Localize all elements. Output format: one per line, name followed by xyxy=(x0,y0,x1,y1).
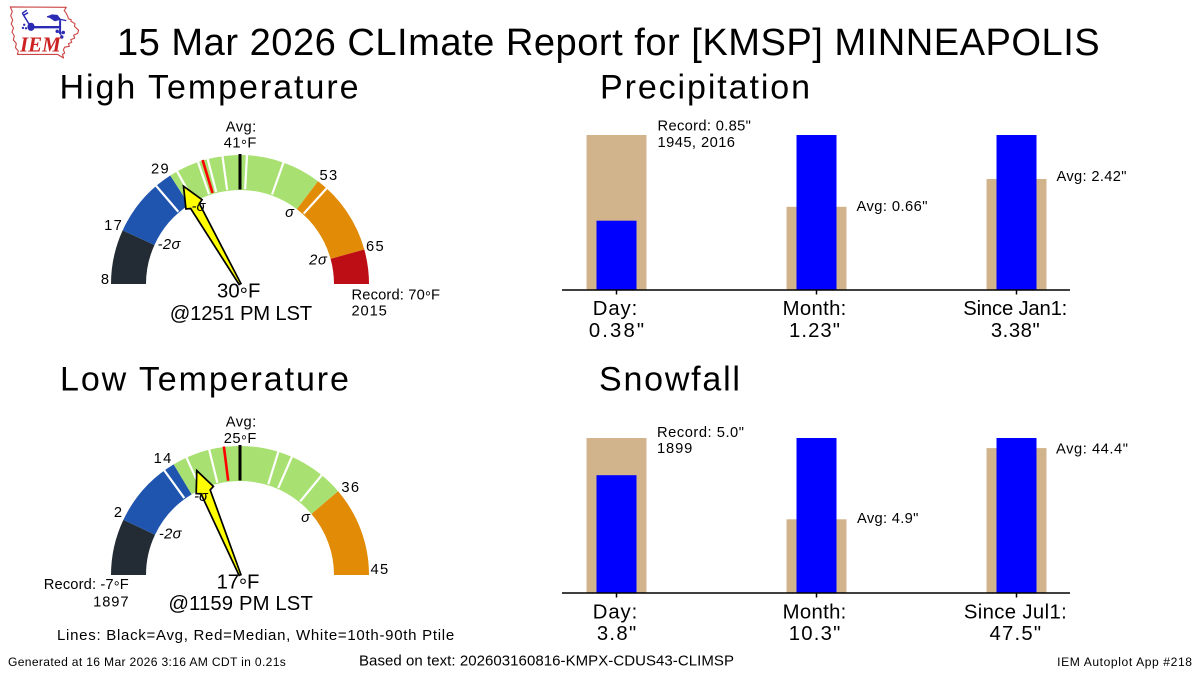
svg-text:1899: 1899 xyxy=(657,441,693,457)
svg-text:Low Temperature: Low Temperature xyxy=(60,361,351,399)
svg-text:-2σ: -2σ xyxy=(158,237,182,253)
svg-text:Based on text: 202603160816-KM: Based on text: 202603160816-KMPX-CDUS43-… xyxy=(359,653,734,670)
svg-text:17: 17 xyxy=(104,218,123,234)
svg-text:Record: 0.85": Record: 0.85" xyxy=(658,119,752,135)
svg-text:High Temperature: High Temperature xyxy=(60,69,361,107)
svg-text:2σ: 2σ xyxy=(308,253,328,269)
svg-text:Since Jan1:: Since Jan1: xyxy=(963,298,1067,320)
svg-text:Avg:: Avg: xyxy=(226,414,257,430)
svg-text:Month:: Month: xyxy=(783,601,847,623)
svg-text:@1159 PM LST: @1159 PM LST xyxy=(168,593,313,615)
svg-text:Avg: 44.4": Avg: 44.4" xyxy=(1056,441,1129,457)
svg-text:IEM Autoplot App #218: IEM Autoplot App #218 xyxy=(1057,655,1192,669)
svg-text:0.38": 0.38" xyxy=(589,320,646,342)
svg-text:65: 65 xyxy=(366,239,385,255)
svg-text:3.38": 3.38" xyxy=(991,320,1040,342)
svg-text:Lines: Black=Avg, Red=Median,: Lines: Black=Avg, Red=Median, White=10th… xyxy=(57,627,455,644)
svg-text:@1251 PM LST: @1251 PM LST xyxy=(170,303,312,325)
svg-text:1897: 1897 xyxy=(93,595,129,611)
svg-text:10.3": 10.3" xyxy=(789,623,842,645)
svg-text:15 Mar 2026 CLImate Report for: 15 Mar 2026 CLImate Report for [KMSP] MI… xyxy=(117,22,1100,64)
svg-text:45: 45 xyxy=(370,562,389,578)
svg-text:σ: σ xyxy=(301,510,311,526)
svg-text:Record: 5.0": Record: 5.0" xyxy=(657,425,745,441)
svg-text:Avg: 0.66": Avg: 0.66" xyxy=(857,199,928,215)
svg-text:25°F: 25°F xyxy=(224,431,257,449)
svg-text:Record: 70°F: Record: 70°F xyxy=(352,287,441,305)
svg-text:Snowfall: Snowfall xyxy=(599,361,742,399)
svg-text:47.5": 47.5" xyxy=(990,623,1043,645)
svg-text:Avg: 2.42": Avg: 2.42" xyxy=(1057,169,1127,185)
svg-text:3.8": 3.8" xyxy=(597,623,638,645)
svg-text:-σ: -σ xyxy=(194,489,209,505)
svg-text:Since Jul1:: Since Jul1: xyxy=(964,601,1067,623)
svg-text:Avg: 4.9": Avg: 4.9" xyxy=(857,511,919,527)
svg-text:14: 14 xyxy=(154,451,173,467)
svg-text:1945, 2016: 1945, 2016 xyxy=(658,135,736,151)
svg-text:σ: σ xyxy=(285,205,295,221)
svg-text:1.23": 1.23" xyxy=(789,320,841,342)
svg-text:2015: 2015 xyxy=(352,303,388,319)
svg-text:36: 36 xyxy=(341,480,360,496)
svg-text:Day:: Day: xyxy=(593,298,638,320)
svg-text:Generated at 16 Mar 2026 3:16: Generated at 16 Mar 2026 3:16 AM CDT in … xyxy=(8,655,286,669)
svg-text:2: 2 xyxy=(114,505,122,521)
svg-text:41°F: 41°F xyxy=(224,136,257,154)
svg-text:29: 29 xyxy=(151,161,170,177)
svg-text:Precipitation: Precipitation xyxy=(600,69,812,107)
svg-text:8: 8 xyxy=(101,272,109,288)
svg-text:Month:: Month: xyxy=(783,298,847,320)
svg-text:Record: -7°F: Record: -7°F xyxy=(44,577,129,595)
svg-text:Avg:: Avg: xyxy=(226,120,257,136)
svg-text:Day:: Day: xyxy=(593,601,638,623)
svg-text:30°F: 30°F xyxy=(217,280,261,306)
svg-text:53: 53 xyxy=(320,168,339,184)
svg-text:IEM: IEM xyxy=(19,33,62,57)
svg-text:17°F: 17°F xyxy=(217,571,260,597)
svg-text:-2σ: -2σ xyxy=(159,526,183,542)
svg-text:-σ: -σ xyxy=(192,199,207,215)
